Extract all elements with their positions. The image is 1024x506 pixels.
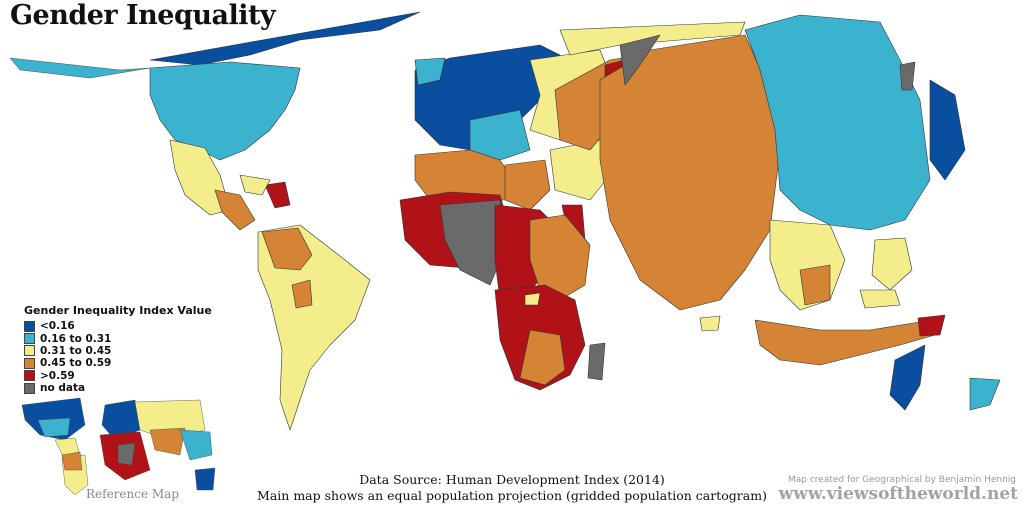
legend-title: Gender Inequality Index Value xyxy=(24,304,212,317)
region-japan xyxy=(929,79,966,181)
region-indonesia xyxy=(754,319,936,366)
region-mexico xyxy=(169,139,231,216)
reference-map xyxy=(21,397,216,496)
legend-item: 0.45 to 0.59 xyxy=(24,357,212,369)
region-north-america xyxy=(149,61,301,161)
legend: Gender Inequality Index Value <0.16 0.16… xyxy=(24,304,212,394)
legend-swatch xyxy=(24,382,35,394)
legend-swatch xyxy=(24,345,35,357)
website-link[interactable]: www.viewsoftheworld.net xyxy=(778,484,1018,504)
region-india xyxy=(599,34,781,311)
legend-item: >0.59 xyxy=(24,370,212,382)
data-source-line: Data Source: Human Development Index (20… xyxy=(359,472,665,487)
credit-text: Map created for Geographical by Benjamin… xyxy=(787,475,1016,485)
projection-note: Main map shows an equal population proje… xyxy=(257,488,767,503)
arctic-strands xyxy=(149,11,421,66)
region-china xyxy=(744,14,931,231)
map-title: Gender Inequality xyxy=(10,0,276,31)
region-europe-north xyxy=(414,44,561,151)
legend-swatch xyxy=(24,370,35,382)
legend-swatch xyxy=(24,333,35,345)
region-australia xyxy=(889,344,926,411)
legend-item: 0.31 to 0.45 xyxy=(24,345,212,357)
legend-item: 0.16 to 0.31 xyxy=(24,332,212,345)
legend-item: no data xyxy=(24,382,212,394)
legend-swatch xyxy=(24,357,35,369)
legend-item: <0.16 xyxy=(24,320,212,332)
region-south-america xyxy=(257,224,371,431)
legend-swatch xyxy=(24,320,35,332)
reference-map-caption: Reference Map xyxy=(86,487,180,501)
